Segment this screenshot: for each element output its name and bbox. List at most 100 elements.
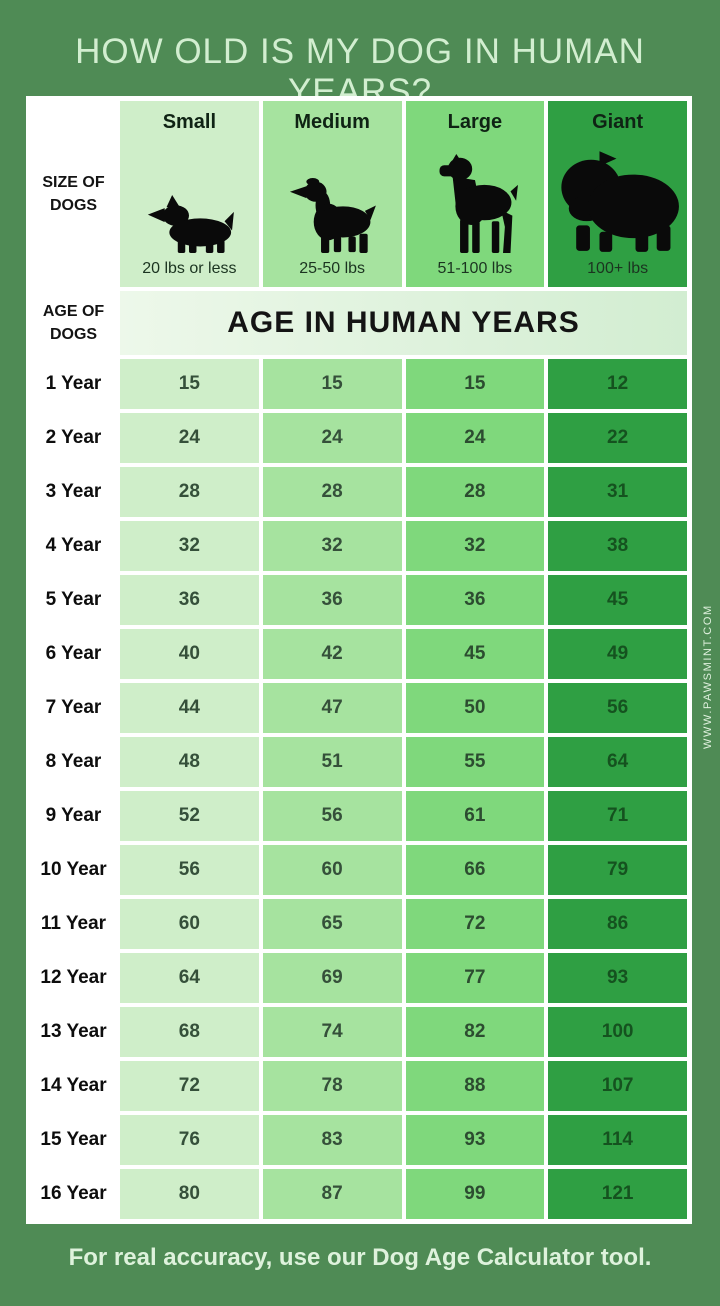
column-header-large: Large 51-: [405, 101, 545, 287]
column-title-large: Large: [447, 111, 503, 133]
cell-13-large: 82: [405, 1007, 545, 1057]
cell-13-small: 68: [120, 1007, 259, 1057]
cell-12-giant: 93: [548, 953, 687, 1003]
cell-5-giant: 45: [548, 575, 687, 625]
cell-15-large: 93: [405, 1115, 545, 1165]
cell-12-small: 64: [120, 953, 259, 1003]
cell-2-medium: 24: [262, 413, 402, 463]
website-watermark: WWW.PAWSMINT.COM: [702, 604, 714, 749]
cell-16-medium: 87: [262, 1169, 402, 1219]
column-title-medium: Medium: [294, 111, 370, 133]
cell-5-small: 36: [120, 575, 259, 625]
footer-note: For real accuracy, use our Dog Age Calcu…: [68, 1244, 652, 1271]
column-title-small: Small: [162, 111, 217, 133]
cell-2-large: 24: [405, 413, 545, 463]
cell-8-medium: 51: [262, 737, 402, 787]
cell-4-small: 32: [120, 521, 259, 571]
row-label-11-year: 11 Year: [31, 899, 116, 949]
cell-7-medium: 47: [262, 683, 402, 733]
cell-10-small: 56: [120, 845, 259, 895]
cell-10-large: 66: [405, 845, 545, 895]
cell-7-giant: 56: [548, 683, 687, 733]
row-label-7-year: 7 Year: [31, 683, 116, 733]
cell-13-medium: 74: [262, 1007, 402, 1057]
cell-16-large: 99: [405, 1169, 545, 1219]
cell-9-small: 52: [120, 791, 259, 841]
row-label-10-year: 10 Year: [31, 845, 116, 895]
cell-14-large: 88: [405, 1061, 545, 1111]
cell-6-medium: 42: [262, 629, 402, 679]
age-in-human-years-title: AGE IN HUMAN YEARS: [227, 306, 580, 339]
cell-4-large: 32: [405, 521, 545, 571]
row-label-1-year: 1 Year: [31, 359, 116, 409]
cell-3-giant: 31: [548, 467, 687, 517]
cell-6-large: 45: [405, 629, 545, 679]
cell-3-small: 28: [120, 467, 259, 517]
row-label-8-year: 8 Year: [31, 737, 116, 787]
row-label-14-year: 14 Year: [31, 1061, 116, 1111]
cell-5-medium: 36: [262, 575, 402, 625]
cell-13-giant: 100: [548, 1007, 687, 1057]
weight-range-large: 51-100 lbs: [437, 260, 513, 277]
row-label-4-year: 4 Year: [31, 521, 116, 571]
cell-1-medium: 15: [262, 359, 402, 409]
row-label-6-year: 6 Year: [31, 629, 116, 679]
cell-9-medium: 56: [262, 791, 402, 841]
row-label-2-year: 2 Year: [31, 413, 116, 463]
cell-4-giant: 38: [548, 521, 687, 571]
weight-range-giant: 100+ lbs: [587, 260, 649, 277]
weight-range-small: 20 lbs or less: [142, 260, 237, 277]
cell-12-large: 77: [405, 953, 545, 1003]
size-of-dogs-line2: DOGS: [49, 197, 98, 214]
cell-14-medium: 78: [262, 1061, 402, 1111]
row-label-3-year: 3 Year: [31, 467, 116, 517]
cell-15-small: 76: [120, 1115, 259, 1165]
cell-3-large: 28: [405, 467, 545, 517]
age-of-dogs-line1: AGE OF: [42, 302, 105, 320]
size-of-dogs-label: SIZE OF DOGS: [31, 101, 116, 287]
cell-12-medium: 69: [262, 953, 402, 1003]
cell-9-giant: 71: [548, 791, 687, 841]
bulldog-dog-icon: [555, 134, 680, 253]
cell-1-small: 15: [120, 359, 259, 409]
cell-6-small: 40: [120, 629, 259, 679]
age-in-human-years-band: AGE IN HUMAN YEARS: [120, 291, 687, 355]
column-header-small: Small 20 lbs or less: [120, 101, 259, 287]
cell-14-giant: 107: [548, 1061, 687, 1111]
cell-15-medium: 83: [262, 1115, 402, 1165]
cell-16-giant: 121: [548, 1169, 687, 1219]
age-of-dogs-line2: DOGS: [49, 326, 98, 343]
cell-3-medium: 28: [262, 467, 402, 517]
cell-7-small: 44: [120, 683, 259, 733]
row-label-16-year: 16 Year: [31, 1169, 116, 1219]
cell-8-small: 48: [120, 737, 259, 787]
age-table-card: SIZE OF DOGS Small: [26, 96, 692, 1224]
cell-11-small: 60: [120, 899, 259, 949]
row-label-13-year: 13 Year: [31, 1007, 116, 1057]
cell-4-medium: 32: [262, 521, 402, 571]
cell-11-medium: 65: [262, 899, 402, 949]
cell-6-giant: 49: [548, 629, 687, 679]
weight-range-medium: 25-50 lbs: [299, 260, 366, 277]
cell-16-small: 80: [120, 1169, 259, 1219]
cell-9-large: 61: [405, 791, 545, 841]
cell-11-giant: 86: [548, 899, 687, 949]
cell-1-giant: 12: [548, 359, 687, 409]
cell-8-giant: 64: [548, 737, 687, 787]
cell-11-large: 72: [405, 899, 545, 949]
spaniel-dog-icon: [288, 134, 377, 253]
age-table: SIZE OF DOGS Small: [31, 101, 687, 1219]
cell-15-giant: 114: [548, 1115, 687, 1165]
boxer-dog-icon: [432, 134, 518, 253]
cell-7-large: 50: [405, 683, 545, 733]
column-header-giant: Giant 100+ lbs: [548, 101, 687, 287]
cell-5-large: 36: [405, 575, 545, 625]
page-title: HOW OLD IS MY DOG IN HUMAN YEARS?: [75, 32, 645, 111]
column-title-giant: Giant: [592, 111, 644, 133]
cell-10-medium: 60: [262, 845, 402, 895]
cell-10-giant: 79: [548, 845, 687, 895]
size-of-dogs-line1: SIZE OF: [42, 173, 105, 191]
cell-2-small: 24: [120, 413, 259, 463]
corgi-dog-icon: [144, 134, 235, 253]
